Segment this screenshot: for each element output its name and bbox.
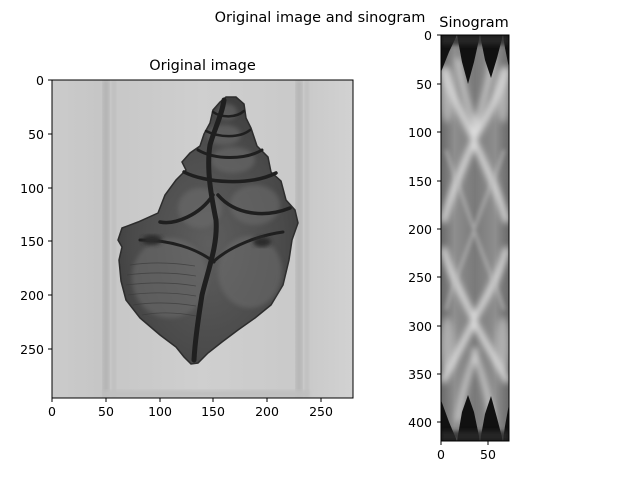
sinogram-y-tick-label: 250 — [408, 270, 432, 285]
sinogram-heatmap — [441, 35, 509, 441]
sinogram-y-tick-label: 300 — [408, 319, 432, 334]
sinogram-y-tick-label: 50 — [416, 77, 432, 92]
original-x-tick-label: 50 — [98, 404, 114, 419]
sinogram-x-tick-label: 0 — [437, 447, 445, 462]
original-image-frame — [51, 79, 354, 399]
sinogram-y-tick-label: 400 — [408, 415, 432, 430]
original-x-tick-label: 100 — [148, 404, 172, 419]
original-y-tick-label: 0 — [36, 73, 44, 88]
original-image-heatmap — [52, 80, 353, 398]
sinogram-frame — [440, 34, 510, 442]
sinogram-title: Sinogram — [439, 15, 508, 31]
sinogram-y-tick-label: 100 — [408, 125, 432, 140]
figure-suptitle: Original image and sinogram — [215, 10, 426, 26]
original-y-tick-label: 100 — [20, 181, 44, 196]
sinogram-y-tick-label: 350 — [408, 367, 432, 382]
sinogram-y-tick-label: 150 — [408, 174, 432, 189]
sinogram-y-tick-label: 200 — [408, 222, 432, 237]
original-x-tick-label: 200 — [255, 404, 279, 419]
original-x-tick-label: 150 — [201, 404, 225, 419]
original-image-axes: Original image — [20, 58, 354, 419]
original-x-tick-label: 0 — [48, 404, 56, 419]
sinogram-y-tick-label: 0 — [424, 28, 432, 43]
original-y-tick-label: 150 — [20, 234, 44, 249]
original-y-tick-label: 200 — [20, 288, 44, 303]
sinogram-x-tick-label: 50 — [480, 447, 496, 462]
original-image-title: Original image — [149, 58, 256, 74]
sinogram-axes: Sinogram — [408, 15, 510, 462]
original-y-tick-label: 250 — [20, 342, 44, 357]
original-x-tick-label: 250 — [309, 404, 333, 419]
original-y-tick-label: 50 — [28, 127, 44, 142]
